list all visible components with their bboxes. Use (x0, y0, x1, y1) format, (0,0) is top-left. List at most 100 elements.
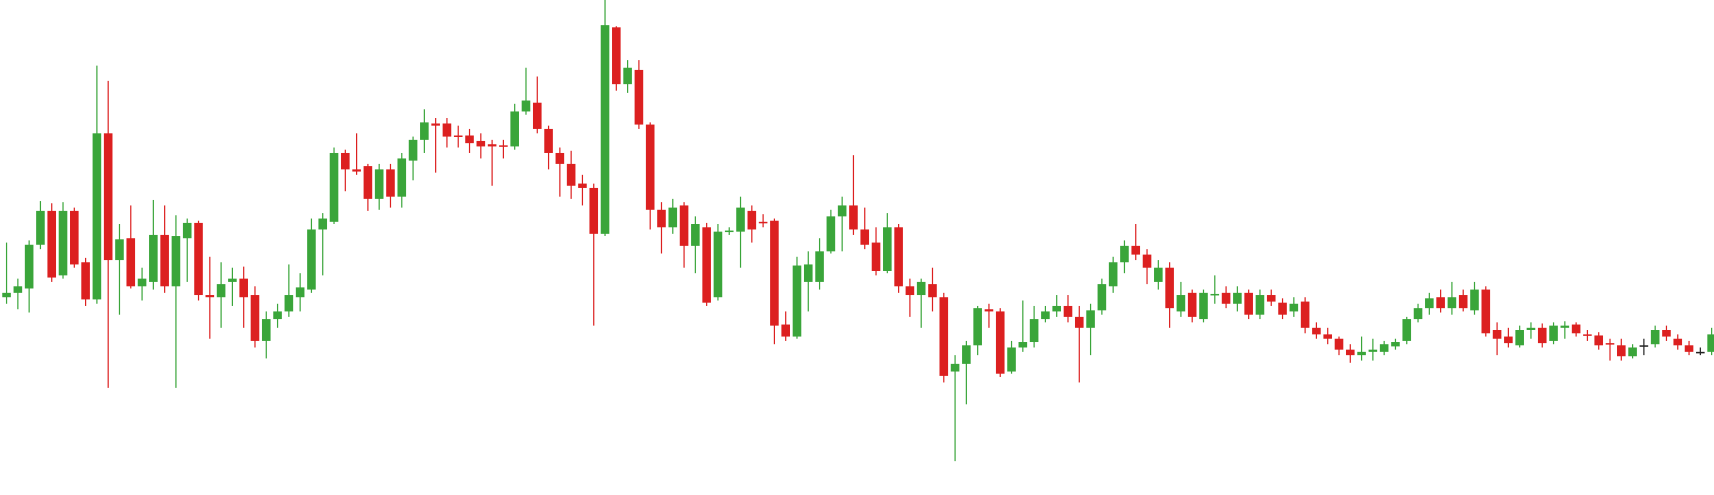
candle-body (1187, 292, 1197, 317)
candle-body (826, 216, 836, 252)
candle-body (1537, 327, 1547, 344)
candle-body (1402, 319, 1412, 341)
candle-body (1063, 305, 1073, 317)
candle-body (442, 123, 452, 137)
candle-body (521, 100, 531, 112)
candle-body (1323, 334, 1333, 339)
candle-body (1221, 292, 1231, 304)
candle-body (1345, 349, 1355, 356)
candle-body (691, 224, 700, 246)
candle-body (1515, 330, 1524, 346)
candle-body (47, 210, 57, 278)
candle-body (1154, 267, 1163, 282)
candle-body (781, 324, 790, 337)
candle-body (1447, 297, 1457, 309)
candle-body (1707, 334, 1714, 352)
candle-body (623, 67, 632, 85)
candle-body (1504, 336, 1513, 344)
candle-body (1605, 343, 1615, 345)
candle-body (1255, 295, 1265, 315)
candle-body (1639, 345, 1649, 347)
candle-body (1628, 347, 1637, 357)
candle-body (668, 207, 678, 228)
candle-body (1594, 335, 1604, 346)
candle-body (1526, 327, 1536, 330)
candle-body (645, 124, 655, 210)
candle-body (239, 278, 248, 298)
candle-body (1413, 308, 1423, 320)
candle-body (92, 133, 102, 300)
candle-body (803, 264, 813, 282)
candle-body (24, 244, 34, 289)
candle-body (487, 144, 497, 147)
candle-body (1312, 327, 1321, 335)
candle-body (81, 262, 90, 300)
candle-body (849, 205, 858, 230)
candle-body (70, 210, 79, 265)
candle-body (1289, 303, 1299, 312)
candle-body (532, 102, 542, 129)
candle-body (566, 163, 576, 186)
candle-body (713, 231, 723, 298)
candle-body (194, 222, 203, 296)
candle-body (1086, 310, 1095, 328)
candle-body (1662, 330, 1671, 337)
candle-body (1278, 302, 1287, 315)
candle-body (1018, 342, 1028, 348)
candle-body (634, 69, 644, 125)
candle-body (205, 295, 215, 298)
candle-body (792, 265, 802, 337)
candle-body (894, 227, 903, 287)
candle-body (1436, 297, 1445, 309)
candle-body (702, 227, 711, 303)
candle-body (589, 187, 599, 234)
candle-body (476, 140, 486, 147)
candle-body (860, 229, 870, 245)
candle-body (420, 122, 429, 140)
candle-body (250, 295, 260, 341)
candle-body (1492, 330, 1502, 339)
candle-body (103, 133, 113, 261)
candle-body (374, 169, 384, 199)
candle-body (883, 227, 892, 271)
candle-body (578, 183, 587, 188)
candle-body (1391, 342, 1400, 347)
candle-body (1233, 292, 1242, 304)
candle-body (149, 234, 158, 282)
candle-body (939, 297, 949, 376)
candle-body (2, 292, 11, 298)
candle-body (747, 210, 757, 230)
candle-body (995, 311, 1005, 374)
candle-body (273, 311, 282, 320)
candle-body (871, 242, 881, 271)
candle-body (1368, 349, 1378, 352)
candle-body (1583, 334, 1592, 336)
candle-body (1007, 347, 1016, 372)
candle-body (1470, 289, 1479, 311)
candle-body (973, 308, 982, 346)
candle-body (329, 152, 339, 222)
candle-body (465, 135, 474, 144)
candle-body (1696, 351, 1705, 354)
candle-body (916, 281, 926, 296)
candle-body (1266, 295, 1276, 302)
candle-body (307, 229, 316, 290)
candle-body (1571, 324, 1581, 334)
candle-body (1052, 305, 1062, 312)
candle-body (736, 207, 745, 232)
candle-body (679, 205, 689, 246)
candle-body (1650, 330, 1660, 345)
candle-body (1684, 345, 1694, 352)
candle-body (386, 169, 395, 197)
candle-body (1334, 338, 1344, 350)
candle-body (171, 236, 181, 287)
candle-body (13, 286, 23, 293)
candle-body (1142, 254, 1152, 268)
candle-body (905, 286, 915, 296)
candle-body (160, 234, 169, 287)
candle-body (352, 169, 361, 172)
candle-body (261, 319, 271, 341)
candle-body (228, 278, 237, 282)
candle-body (815, 251, 824, 282)
